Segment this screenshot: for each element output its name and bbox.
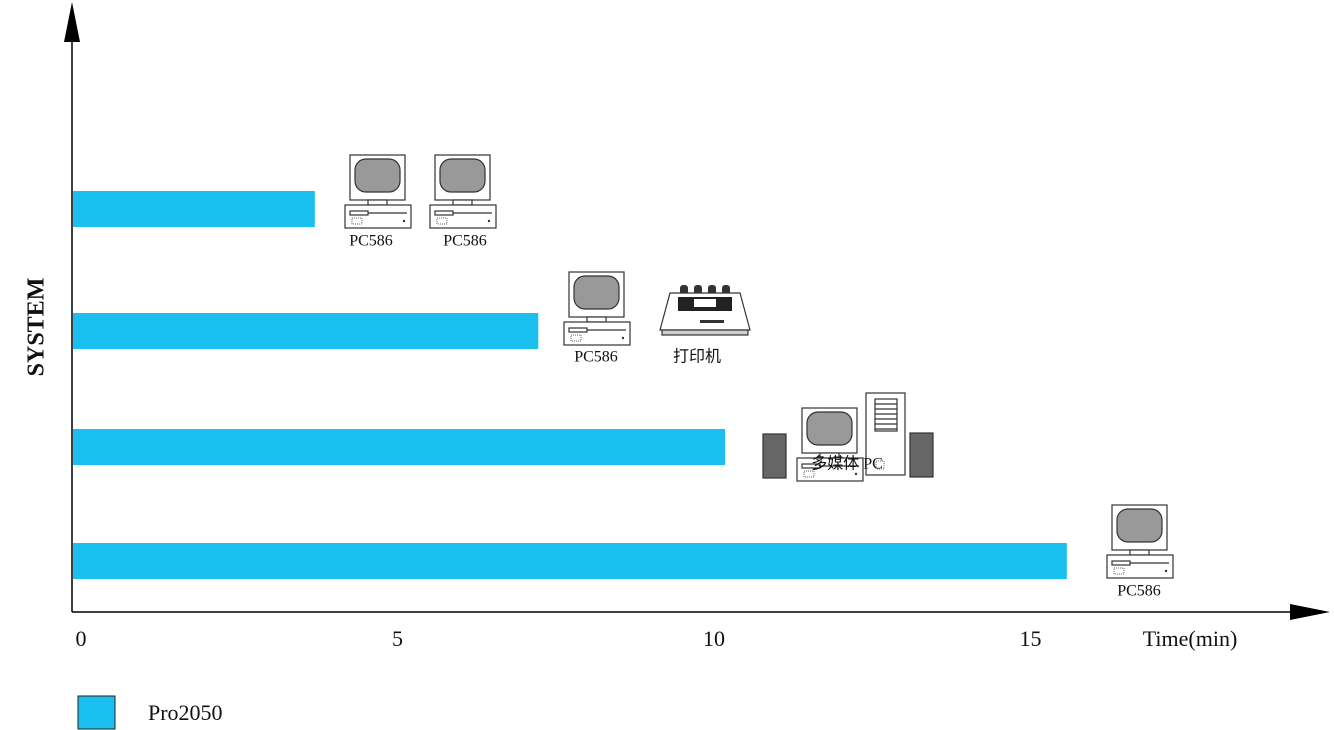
vent [803, 470, 815, 478]
y-axis-arrow [64, 2, 80, 42]
screen [573, 275, 620, 310]
base [1106, 554, 1174, 579]
foot [661, 329, 749, 336]
base [563, 321, 631, 346]
vent [1113, 567, 1125, 575]
x-tick-label: 0 [76, 626, 87, 651]
speaker-icon [762, 433, 787, 479]
drive [568, 327, 588, 333]
x-axis-label: Time(min) [1143, 626, 1238, 651]
bar [73, 543, 1067, 579]
y-axis-label: SYSTEM [24, 278, 50, 377]
printer-icon [659, 285, 751, 336]
stand [452, 199, 473, 206]
paper [694, 299, 716, 307]
bays [874, 398, 898, 432]
x-tick-label: 5 [392, 626, 403, 651]
device-label: PC586 [574, 349, 618, 366]
device-label: 打印机 [673, 348, 721, 366]
screen [1116, 508, 1163, 543]
led [1164, 569, 1168, 573]
device-label: PC586 [349, 233, 393, 250]
vent [875, 460, 885, 470]
stand [1129, 549, 1150, 556]
led [854, 472, 858, 476]
stand [586, 316, 607, 323]
vent [570, 334, 582, 342]
base [429, 204, 497, 229]
x-axis-arrow [1290, 604, 1330, 620]
tower-icon [865, 392, 906, 476]
screen [354, 158, 401, 193]
device-label: 多媒体 PC [811, 455, 883, 473]
legend-label: Pro2050 [148, 700, 223, 725]
drive [1111, 560, 1131, 566]
led [487, 219, 491, 223]
drive [349, 210, 369, 216]
device-label: PC586 [1117, 583, 1161, 600]
device-label: PC586 [443, 233, 487, 250]
bar [73, 191, 315, 227]
pc-icon [1106, 504, 1174, 579]
stand [367, 199, 388, 206]
drive [434, 210, 454, 216]
speaker-icon [909, 432, 934, 478]
pc-icon [563, 271, 631, 346]
x-tick-label: 15 [1020, 626, 1042, 651]
vent [436, 217, 448, 225]
slot [700, 320, 724, 323]
screen [806, 411, 853, 446]
screen [439, 158, 486, 193]
pc-icon [344, 154, 412, 229]
pc-icon [796, 407, 864, 482]
bar [73, 313, 539, 349]
base [344, 204, 412, 229]
bar [73, 429, 725, 465]
led [621, 336, 625, 340]
led [402, 219, 406, 223]
pc-icon [429, 154, 497, 229]
x-tick-label: 10 [703, 626, 725, 651]
vent [351, 217, 363, 225]
legend-swatch [77, 695, 116, 730]
